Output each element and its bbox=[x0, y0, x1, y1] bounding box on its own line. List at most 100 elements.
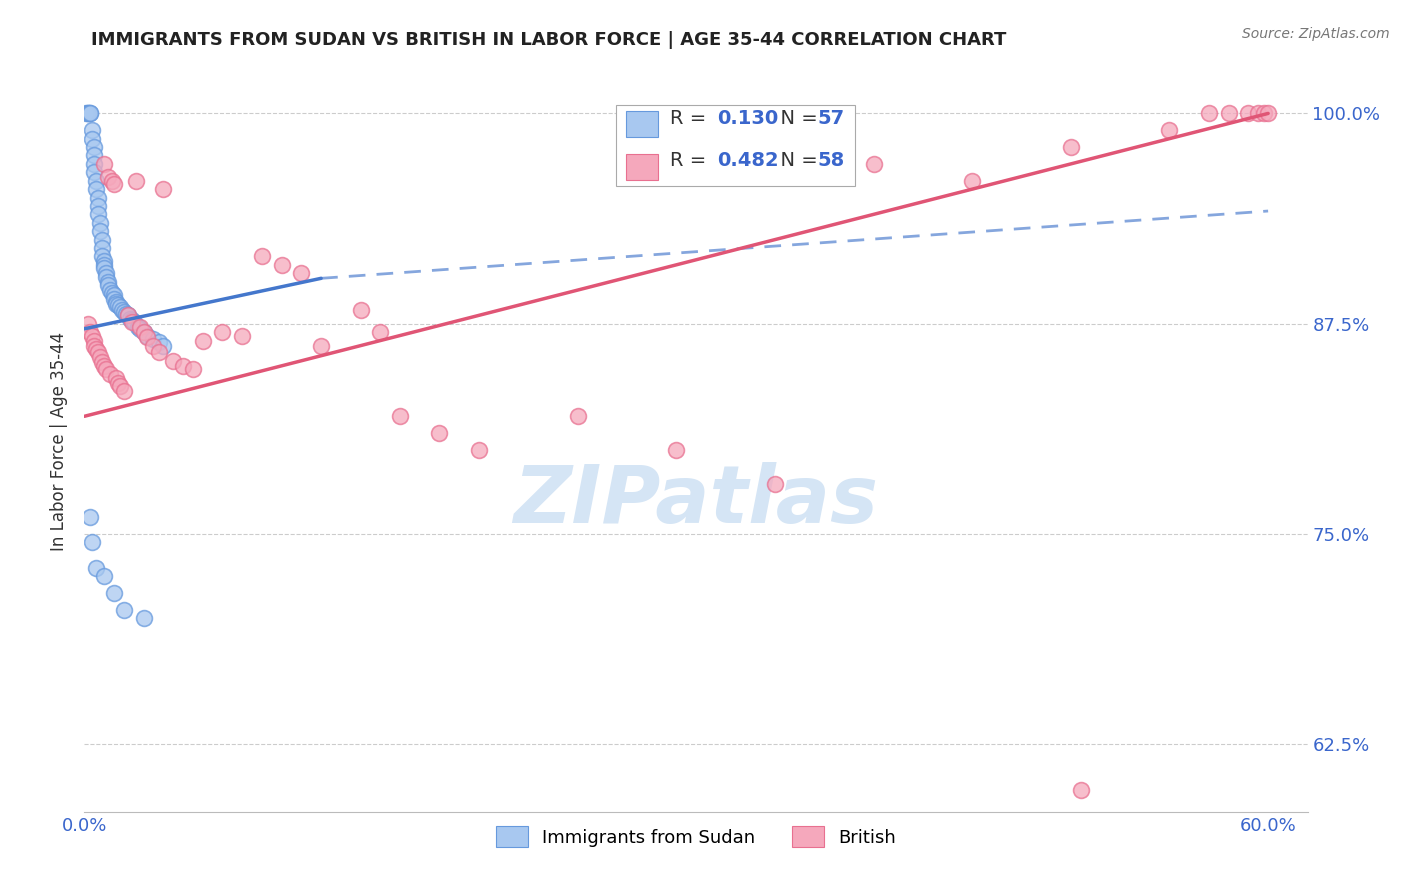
Point bbox=[83, 165, 105, 179]
Point bbox=[89, 224, 111, 238]
Point bbox=[101, 286, 124, 301]
Point bbox=[368, 325, 391, 339]
Point bbox=[104, 294, 127, 309]
Text: N =: N = bbox=[768, 152, 824, 170]
Point bbox=[118, 311, 141, 326]
Point bbox=[93, 359, 115, 373]
Point bbox=[108, 379, 131, 393]
Point bbox=[87, 207, 110, 221]
Point bbox=[104, 296, 127, 310]
Text: R =: R = bbox=[671, 109, 713, 128]
Point bbox=[124, 174, 146, 188]
Point bbox=[84, 560, 107, 574]
Point bbox=[87, 345, 110, 359]
Point bbox=[960, 174, 983, 188]
Point bbox=[107, 376, 129, 390]
Point bbox=[136, 330, 159, 344]
Point bbox=[468, 442, 491, 457]
Point bbox=[79, 510, 101, 524]
Point bbox=[83, 334, 105, 348]
Point bbox=[103, 288, 125, 302]
Point bbox=[104, 370, 127, 384]
Point bbox=[77, 106, 100, 120]
Point bbox=[122, 315, 145, 329]
Text: ZIPatlas: ZIPatlas bbox=[513, 462, 879, 540]
Point bbox=[128, 320, 150, 334]
Point bbox=[429, 426, 451, 441]
FancyBboxPatch shape bbox=[626, 153, 658, 180]
Point bbox=[94, 266, 117, 280]
Point bbox=[148, 335, 170, 350]
Point bbox=[1070, 782, 1092, 797]
Point bbox=[97, 275, 120, 289]
Y-axis label: In Labor Force | Age 35-44: In Labor Force | Age 35-44 bbox=[51, 332, 69, 551]
Point bbox=[82, 328, 104, 343]
Point bbox=[89, 351, 111, 365]
Point bbox=[309, 338, 332, 352]
Point bbox=[82, 131, 104, 145]
Point bbox=[117, 309, 139, 323]
Point bbox=[84, 342, 107, 356]
Point bbox=[103, 177, 125, 191]
Point bbox=[1253, 106, 1275, 120]
Point bbox=[79, 325, 101, 339]
Point bbox=[270, 258, 292, 272]
Point bbox=[83, 140, 105, 154]
Point bbox=[82, 123, 104, 137]
Point bbox=[152, 182, 174, 196]
Point bbox=[1218, 106, 1240, 120]
Point bbox=[1159, 123, 1181, 137]
Point bbox=[191, 334, 214, 348]
Text: 0.482: 0.482 bbox=[717, 152, 779, 170]
Point bbox=[349, 303, 371, 318]
Point bbox=[567, 409, 589, 424]
Point bbox=[112, 603, 135, 617]
Point bbox=[114, 307, 136, 321]
Point bbox=[93, 261, 115, 276]
Point bbox=[79, 106, 101, 120]
Point bbox=[290, 266, 312, 280]
Point bbox=[389, 409, 412, 424]
Point bbox=[128, 322, 150, 336]
Point bbox=[77, 317, 100, 331]
Point bbox=[93, 258, 115, 272]
Point bbox=[211, 325, 233, 339]
Text: N =: N = bbox=[768, 109, 824, 128]
Text: 58: 58 bbox=[817, 152, 845, 170]
Point bbox=[112, 384, 135, 398]
Text: R =: R = bbox=[671, 152, 713, 170]
Point bbox=[91, 249, 114, 263]
Point bbox=[77, 106, 100, 120]
Point bbox=[111, 303, 134, 318]
FancyBboxPatch shape bbox=[616, 104, 855, 186]
Point bbox=[87, 199, 110, 213]
Legend: Immigrants from Sudan, British: Immigrants from Sudan, British bbox=[488, 819, 904, 855]
Point bbox=[103, 586, 125, 600]
Point bbox=[148, 345, 170, 359]
Point bbox=[93, 254, 115, 268]
Point bbox=[94, 269, 117, 284]
Point bbox=[97, 170, 120, 185]
Point bbox=[75, 106, 97, 120]
Point bbox=[89, 216, 111, 230]
Point bbox=[93, 569, 115, 583]
Point bbox=[112, 305, 135, 319]
Text: IMMIGRANTS FROM SUDAN VS BRITISH IN LABOR FORCE | AGE 35-44 CORRELATION CHART: IMMIGRANTS FROM SUDAN VS BRITISH IN LABO… bbox=[91, 31, 1007, 49]
Point bbox=[250, 249, 273, 263]
Point bbox=[121, 315, 143, 329]
Point bbox=[82, 535, 104, 549]
Text: 57: 57 bbox=[817, 109, 844, 128]
Point bbox=[132, 611, 155, 625]
Point bbox=[1060, 140, 1083, 154]
Point bbox=[152, 338, 174, 352]
Point bbox=[91, 241, 114, 255]
Point bbox=[862, 157, 884, 171]
Point bbox=[91, 355, 114, 369]
Point bbox=[142, 338, 165, 352]
Point bbox=[132, 325, 155, 339]
Point bbox=[98, 283, 121, 297]
Point bbox=[172, 359, 194, 373]
Point bbox=[83, 148, 105, 162]
Point bbox=[108, 300, 131, 314]
Point bbox=[83, 338, 105, 352]
